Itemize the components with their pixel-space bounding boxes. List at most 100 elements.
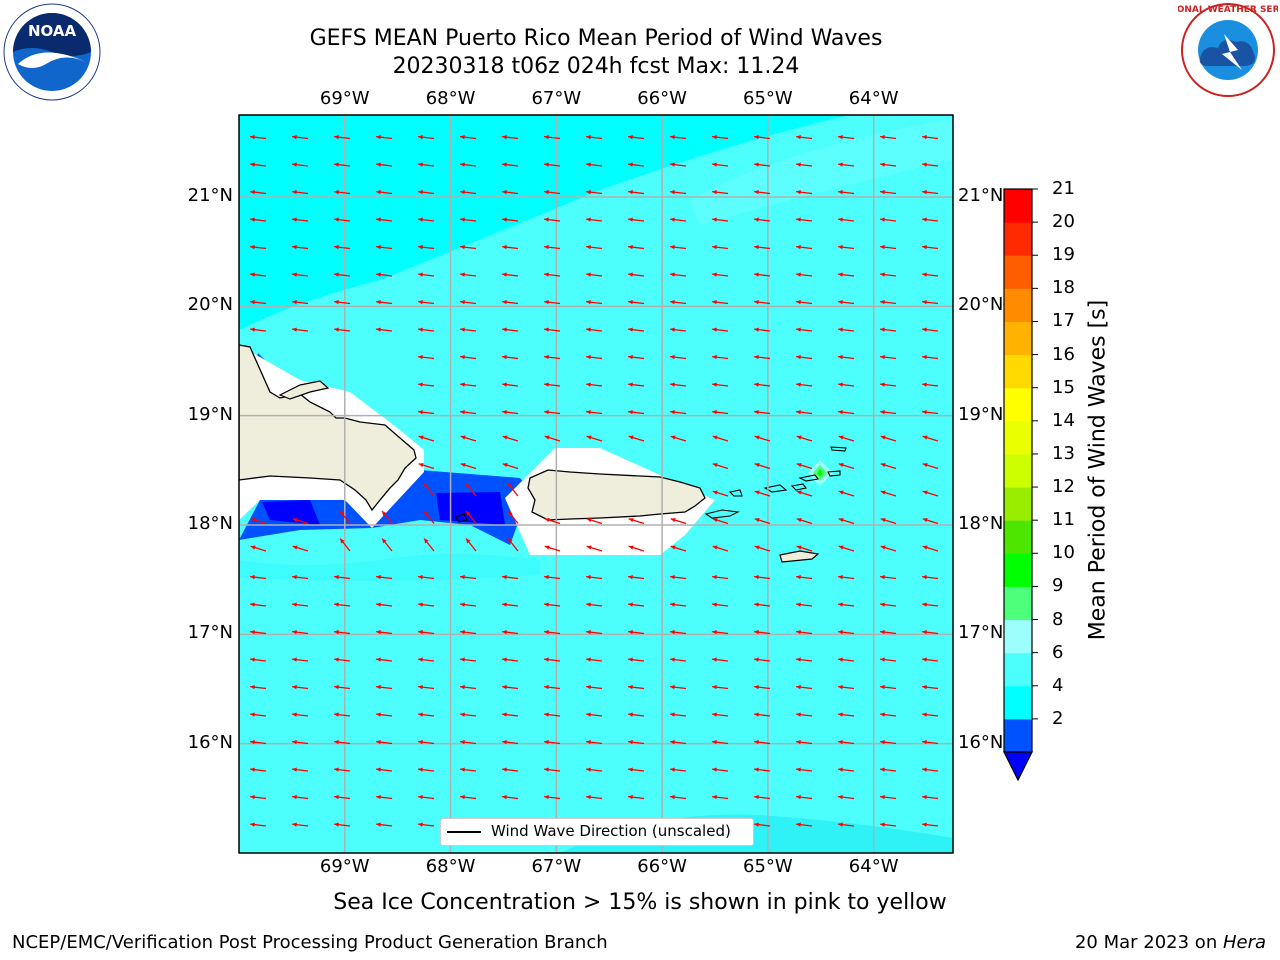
colorbar-tick-label: 2 <box>1052 707 1064 729</box>
wind-wave-arrowhead <box>712 272 717 277</box>
wind-wave-arrowhead <box>250 794 255 800</box>
wind-wave-arrowhead <box>418 189 423 195</box>
wind-wave-arrowhead <box>460 767 465 772</box>
wind-wave-arrowhead <box>334 629 339 635</box>
chart-subtitle: 20230318 t06z 024h fcst Max: 11.24 <box>392 54 800 79</box>
wind-wave-arrowhead <box>376 712 381 717</box>
wind-wave-arrowhead <box>796 162 801 167</box>
colorbar-frame <box>1003 188 1033 753</box>
wind-wave-arrowhead <box>418 409 423 415</box>
wind-wave-arrowhead <box>340 538 345 544</box>
wind-wave-arrowhead <box>250 134 255 140</box>
wind-wave-arrowhead <box>880 518 886 523</box>
wind-wave-arrowhead <box>334 602 339 607</box>
wind-wave-arrowhead <box>250 684 255 690</box>
wind-wave-arrowhead <box>838 435 844 440</box>
wind-wave-arrowhead <box>544 629 549 635</box>
wind-wave-arrowhead <box>712 244 717 250</box>
wind-wave-arrowhead <box>712 189 717 195</box>
peak-region-max <box>817 469 823 477</box>
wind-wave-arrowhead <box>502 574 507 580</box>
wind-wave-arrowhead <box>418 244 423 250</box>
wind-wave-arrowhead <box>418 684 423 690</box>
wind-wave-arrowhead <box>334 822 339 827</box>
latitude-label: 20°N <box>187 294 233 316</box>
wind-wave-arrowhead <box>544 189 549 195</box>
wind-wave-arrowhead <box>466 538 471 544</box>
colorbar-tick-label: 17 <box>1052 310 1075 332</box>
wind-wave-arrowhead <box>712 463 718 468</box>
producer-credit: NCEP/EMC/Verification Post Processing Pr… <box>12 932 608 953</box>
wind-wave-arrowhead <box>586 545 592 550</box>
wind-wave-arrowhead <box>334 189 339 195</box>
wind-wave-arrowhead <box>712 657 717 662</box>
wind-wave-arrowhead <box>796 545 802 550</box>
wind-wave-arrowhead <box>628 629 633 635</box>
land-st-croix <box>779 550 820 563</box>
wind-wave-arrowhead <box>880 712 885 717</box>
wind-wave-arrowhead <box>796 629 801 635</box>
wind-wave-arrowhead <box>754 794 759 800</box>
wind-wave-arrowhead <box>460 409 465 415</box>
wind-wave-arrowhead <box>838 794 843 800</box>
wind-wave-arrowhead <box>460 794 465 800</box>
wind-wave-arrowhead <box>712 299 717 305</box>
wind-wave-arrowhead <box>544 602 549 607</box>
wind-wave-arrowhead <box>334 217 339 222</box>
wind-wave-arrowhead <box>796 767 801 772</box>
wind-wave-arrowhead <box>292 712 297 717</box>
wind-wave-arrowhead <box>754 684 759 690</box>
wind-wave-arrowhead <box>586 162 591 167</box>
wind-wave-arrowhead <box>250 545 256 550</box>
longitude-label: 66°W <box>637 88 687 109</box>
colorbar-band <box>1004 288 1032 322</box>
wind-wave-arrowhead <box>796 822 801 827</box>
wind-wave-arrowhead <box>754 712 759 717</box>
wind-wave-arrowhead <box>922 244 927 250</box>
wind-wave-arrowhead <box>838 134 843 140</box>
wind-wave-arrowhead <box>880 739 885 745</box>
wind-wave-arrowhead <box>880 189 885 195</box>
wind-wave-arrowhead <box>796 382 801 387</box>
wind-wave-arrowhead <box>586 244 591 250</box>
wind-wave-arrowhead <box>880 490 886 495</box>
wind-wave-arrowhead <box>712 739 717 745</box>
wind-wave-arrowhead <box>250 712 255 717</box>
wind-wave-arrowhead <box>292 134 297 140</box>
wind-wave-arrowhead <box>796 272 801 277</box>
wind-wave-arrowhead <box>754 327 759 332</box>
wind-wave-arrowhead <box>754 739 759 745</box>
wind-wave-arrowhead <box>880 629 885 635</box>
colorbar-band <box>1004 387 1032 422</box>
wind-wave-arrowhead <box>460 684 465 690</box>
wind-wave-arrowhead <box>460 162 465 167</box>
wind-wave-arrowhead <box>460 354 465 360</box>
wind-wave-arrowhead <box>376 327 381 332</box>
wind-wave-arrowhead <box>670 684 675 690</box>
wind-wave-arrowhead <box>838 299 843 305</box>
wind-wave-arrowhead <box>586 217 591 222</box>
wind-wave-arrowhead <box>502 712 507 717</box>
wind-wave-arrowhead <box>670 134 675 140</box>
wind-wave-arrowhead <box>670 712 675 717</box>
wind-wave-arrowhead <box>880 354 885 360</box>
wind-wave-arrowhead <box>250 299 255 305</box>
wind-wave-arrowhead <box>292 657 297 662</box>
wind-wave-arrowhead <box>502 684 507 690</box>
wind-wave-arrowhead <box>376 657 381 662</box>
wind-wave-arrowhead <box>754 435 760 440</box>
wind-wave-arrowhead <box>586 327 591 332</box>
wind-wave-arrowhead <box>544 684 549 690</box>
wind-wave-arrowhead <box>712 409 717 415</box>
wind-wave-arrowhead <box>544 134 549 140</box>
sea-ice-note: Sea Ice Concentration > 15% is shown in … <box>333 890 947 915</box>
wind-wave-arrowhead <box>334 272 339 277</box>
longitude-label: 65°W <box>743 88 793 109</box>
wind-wave-arrowhead <box>712 684 717 690</box>
wind-wave-arrowhead <box>712 712 717 717</box>
wind-wave-arrowhead <box>460 712 465 717</box>
wind-wave-arrowhead <box>502 629 507 635</box>
colorbar-band <box>1004 453 1032 488</box>
wind-wave-arrowhead <box>418 435 424 440</box>
wind-wave-arrowhead <box>418 794 423 800</box>
